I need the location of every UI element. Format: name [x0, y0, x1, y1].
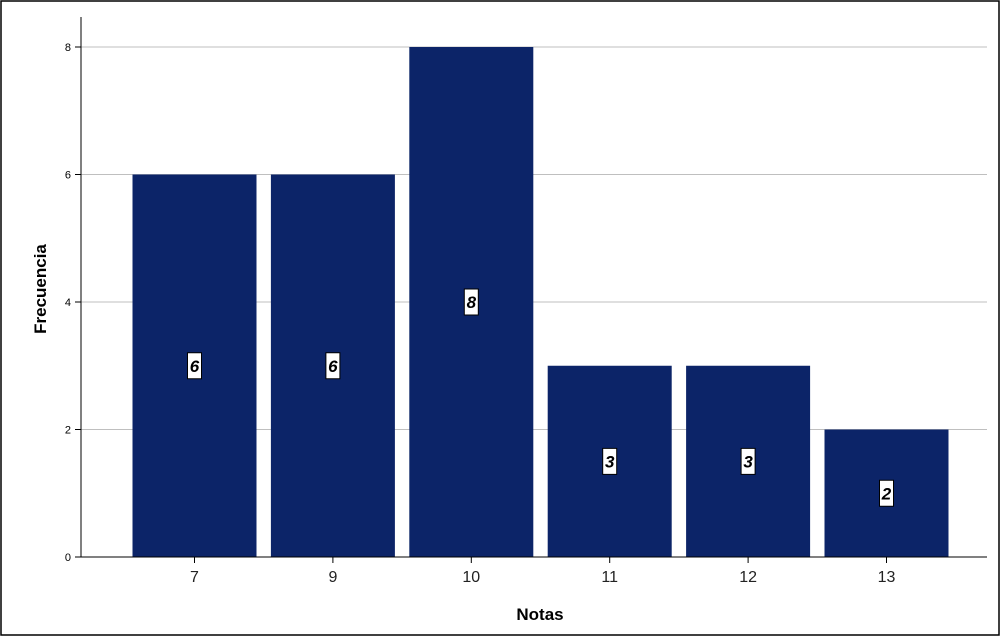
x-tick-label-13: 13	[878, 569, 896, 586]
y-tick-label: 8	[65, 42, 71, 54]
x-tick-label-9: 9	[328, 569, 337, 586]
x-axis-title: Notas	[516, 605, 563, 624]
data-label-11: 3	[605, 452, 615, 471]
data-label-13: 2	[881, 484, 892, 503]
data-label-box	[463, 288, 479, 316]
y-axis-title: Frecuencia	[31, 244, 50, 334]
x-tick-label-10: 10	[462, 569, 480, 586]
data-label-box	[740, 447, 756, 475]
bars	[132, 47, 949, 557]
data-label-box	[879, 479, 894, 507]
y-tick-label: 0	[65, 552, 71, 564]
y-tick-label: 6	[65, 170, 71, 182]
x-tick-label-7: 7	[190, 569, 199, 586]
data-label-box	[325, 352, 341, 380]
data-label-box	[602, 447, 618, 475]
axes: 0 2 4 6 8 7 9 10 11 12 13	[65, 17, 987, 586]
x-tick-label-12: 12	[739, 569, 757, 586]
data-label-10: 8	[467, 293, 477, 312]
data-label-12: 3	[743, 452, 753, 471]
x-tick-label-11: 11	[601, 569, 618, 586]
data-labels: 6 6 8 3 3 2	[187, 288, 894, 507]
y-tick-label: 2	[65, 425, 71, 437]
data-label-box	[187, 352, 202, 380]
data-label-9: 6	[328, 357, 338, 376]
data-label-7: 6	[190, 357, 200, 376]
y-tick-label: 4	[65, 297, 71, 309]
